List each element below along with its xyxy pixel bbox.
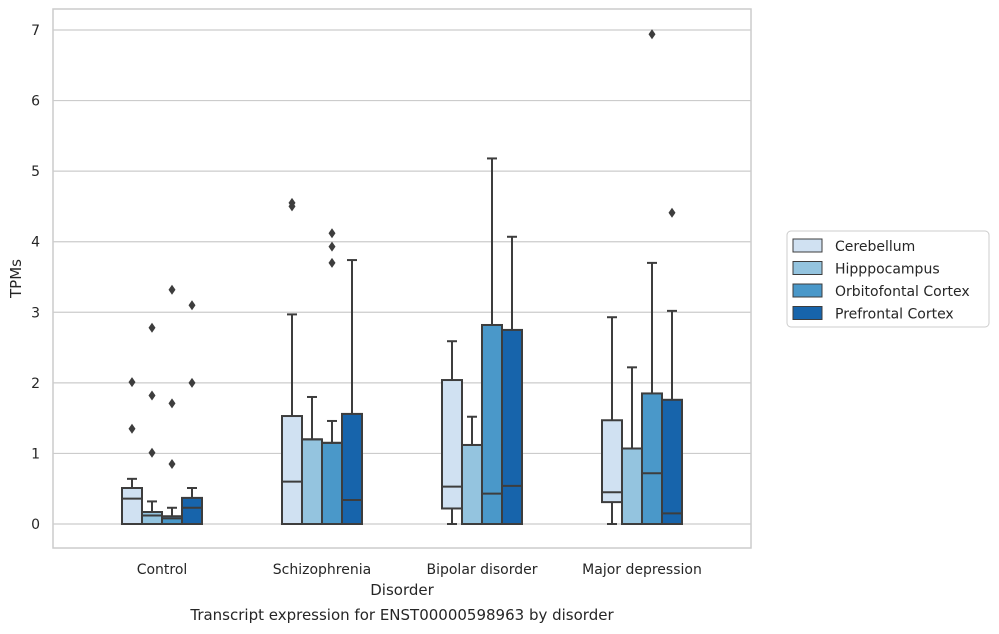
outlier-point	[168, 398, 176, 409]
legend-swatch	[792, 238, 823, 253]
outlier-point	[668, 207, 676, 218]
outlier-point	[128, 423, 136, 434]
box-body	[321, 441, 343, 526]
legend-label: Hipppocampus	[835, 262, 940, 278]
legend-swatch	[792, 261, 823, 275]
legend-label: Cerebellum	[835, 239, 915, 255]
box-prefrontal-cortex	[661, 207, 683, 525]
box-orbitofontal-cortex	[161, 284, 183, 525]
box-body	[121, 487, 143, 526]
chart-caption: Transcript expression for ENST0000059896…	[190, 606, 614, 624]
box-body	[641, 392, 663, 526]
box-body	[441, 379, 463, 510]
outlier-point	[188, 377, 196, 388]
outlier-point	[148, 322, 156, 333]
y-tick-label-4: 4	[31, 235, 40, 251]
y-tick-label-7: 7	[31, 23, 40, 39]
box-hipppocampus	[461, 415, 483, 525]
legend-label: Prefrontal Cortex	[835, 307, 954, 323]
box-body	[141, 511, 163, 526]
y-axis-label: TPMs	[7, 259, 25, 299]
y-tick-label-0: 0	[31, 517, 40, 533]
outlier-point	[168, 284, 176, 295]
outlier-point	[168, 459, 176, 470]
box-body	[601, 419, 623, 504]
legend-frame	[786, 230, 990, 328]
y-axis-tick-labels: 0 1 2 3 4 5 6 7	[31, 23, 40, 533]
outlier-point	[188, 300, 196, 311]
outlier-point	[128, 377, 136, 388]
legend-label: Orbitofontal Cortex	[835, 284, 970, 300]
y-tick-label-5: 5	[31, 164, 40, 180]
outlier-point	[328, 257, 336, 268]
box-hipppocampus	[301, 395, 323, 526]
box-cerebellum	[121, 377, 143, 526]
x-tick-label: Schizophrenia	[273, 562, 371, 578]
outlier-point	[328, 241, 336, 252]
legend: Cerebellum Hipppocampus Orbitofontal Corte…	[786, 230, 990, 328]
outlier-point	[328, 228, 336, 239]
box-prefrontal-cortex	[501, 235, 523, 525]
x-axis-label: Disorder	[370, 581, 434, 599]
y-tick-label-1: 1	[31, 446, 40, 462]
box-body	[621, 447, 643, 526]
box-body	[181, 496, 203, 526]
box-body	[661, 398, 683, 525]
box-body	[501, 328, 523, 525]
box-cerebellum	[601, 316, 623, 525]
box-orbitofontal-cortex	[641, 29, 663, 526]
y-tick-label-3: 3	[31, 305, 40, 321]
box-body	[461, 443, 483, 525]
outlier-point	[148, 447, 156, 458]
box-orbitofontal-cortex	[481, 157, 503, 526]
box-orbitofontal-cortex	[321, 228, 343, 526]
box-hipppocampus	[621, 366, 643, 526]
box-prefrontal-cortex	[341, 259, 363, 525]
x-tick-label: Bipolar disorder	[426, 562, 537, 578]
box-cerebellum	[281, 197, 303, 526]
box-body	[341, 412, 363, 525]
y-grid-lines	[53, 29, 751, 525]
x-tick-label: Major depression	[582, 562, 702, 578]
legend-swatch	[792, 306, 823, 320]
plot-area-frame	[52, 8, 752, 549]
legend-swatch	[792, 283, 823, 298]
outlier-point	[148, 390, 156, 401]
outlier-point	[648, 29, 656, 40]
y-tick-label-6: 6	[31, 94, 40, 110]
y-tick-label-2: 2	[31, 376, 40, 392]
box-hipppocampus	[141, 322, 163, 526]
box-series	[121, 29, 683, 526]
box-body	[301, 438, 323, 526]
box-body	[281, 415, 303, 526]
outlier-point	[288, 197, 296, 208]
box-cerebellum	[441, 340, 463, 525]
x-axis-tick-labels: Control Schizophrenia Bipolar disorder Majo…	[137, 562, 702, 578]
x-tick-label: Control	[137, 562, 188, 578]
box-prefrontal-cortex	[181, 300, 203, 526]
